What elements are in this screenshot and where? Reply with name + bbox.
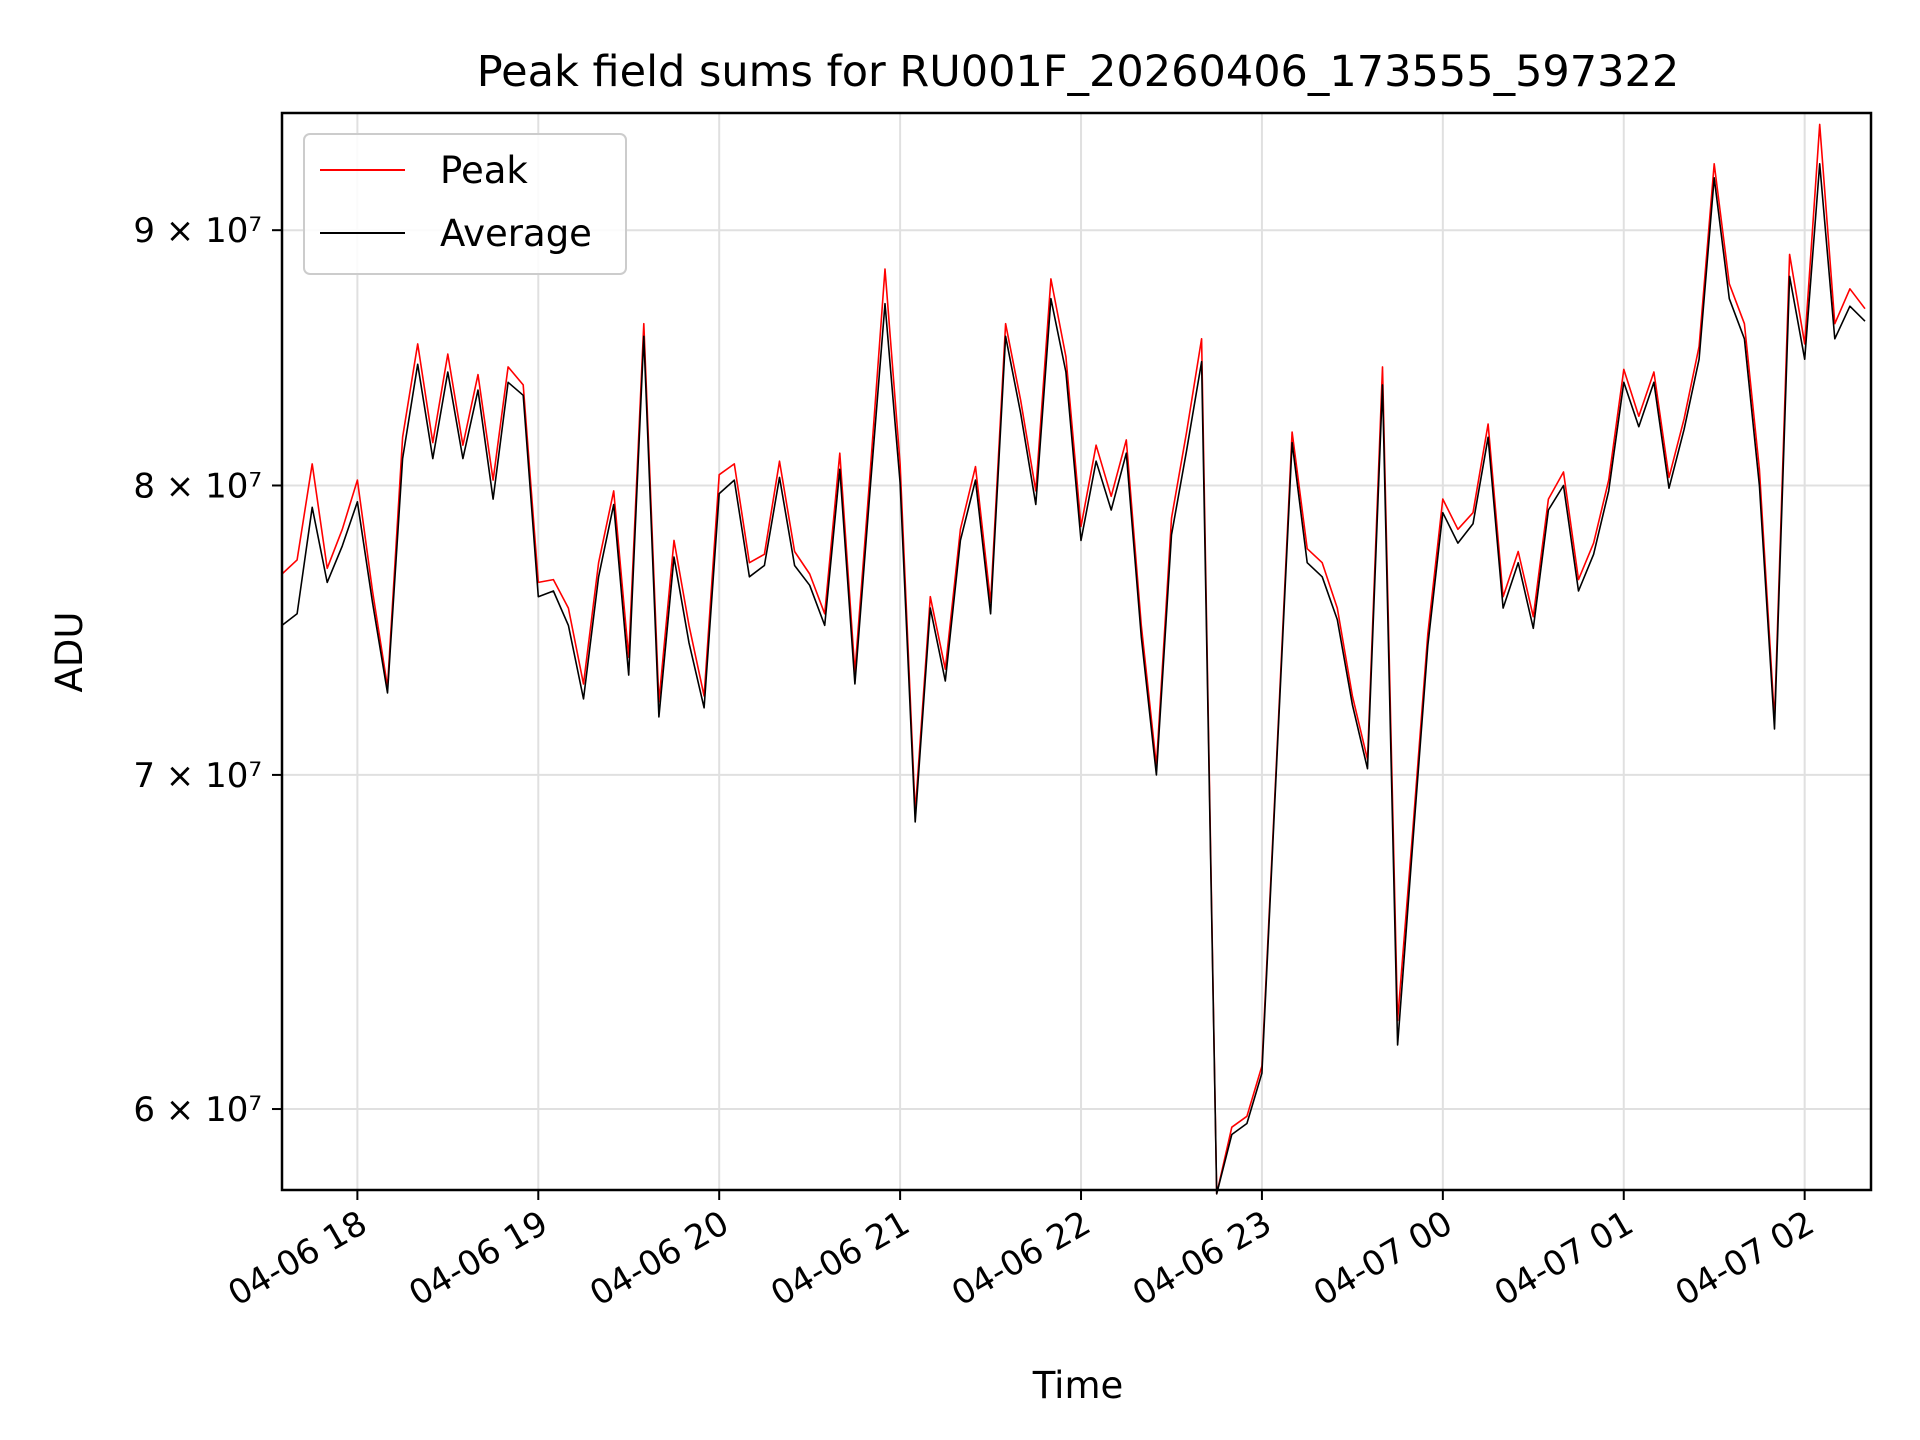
y-tick-label: 8 × 10⁷	[133, 466, 262, 506]
plot-frame	[280, 111, 1873, 1192]
legend-label-peak: Peak	[440, 149, 528, 192]
chart-title: Peak field sums for RU001F_20260406_1735…	[477, 47, 1679, 97]
y-axis: 6 × 10⁷ 7 × 10⁷ 8 × 10⁷ 9 × 10⁷	[133, 211, 282, 1130]
y-tick-label: 6 × 10⁷	[133, 1090, 262, 1130]
x-axis-label: Time	[1032, 1364, 1124, 1407]
y-tick-label: 7 × 10⁷	[133, 756, 262, 796]
series-line-peak	[281, 123, 1866, 1195]
series-group	[281, 123, 1866, 1195]
y-tick-label: 9 × 10⁷	[133, 211, 262, 251]
series-line-average	[281, 163, 1866, 1195]
legend: Peak Average	[303, 133, 627, 275]
grid	[282, 113, 1871, 1190]
y-axis-label: ADU	[48, 612, 91, 693]
legend-label-average: Average	[440, 212, 592, 255]
